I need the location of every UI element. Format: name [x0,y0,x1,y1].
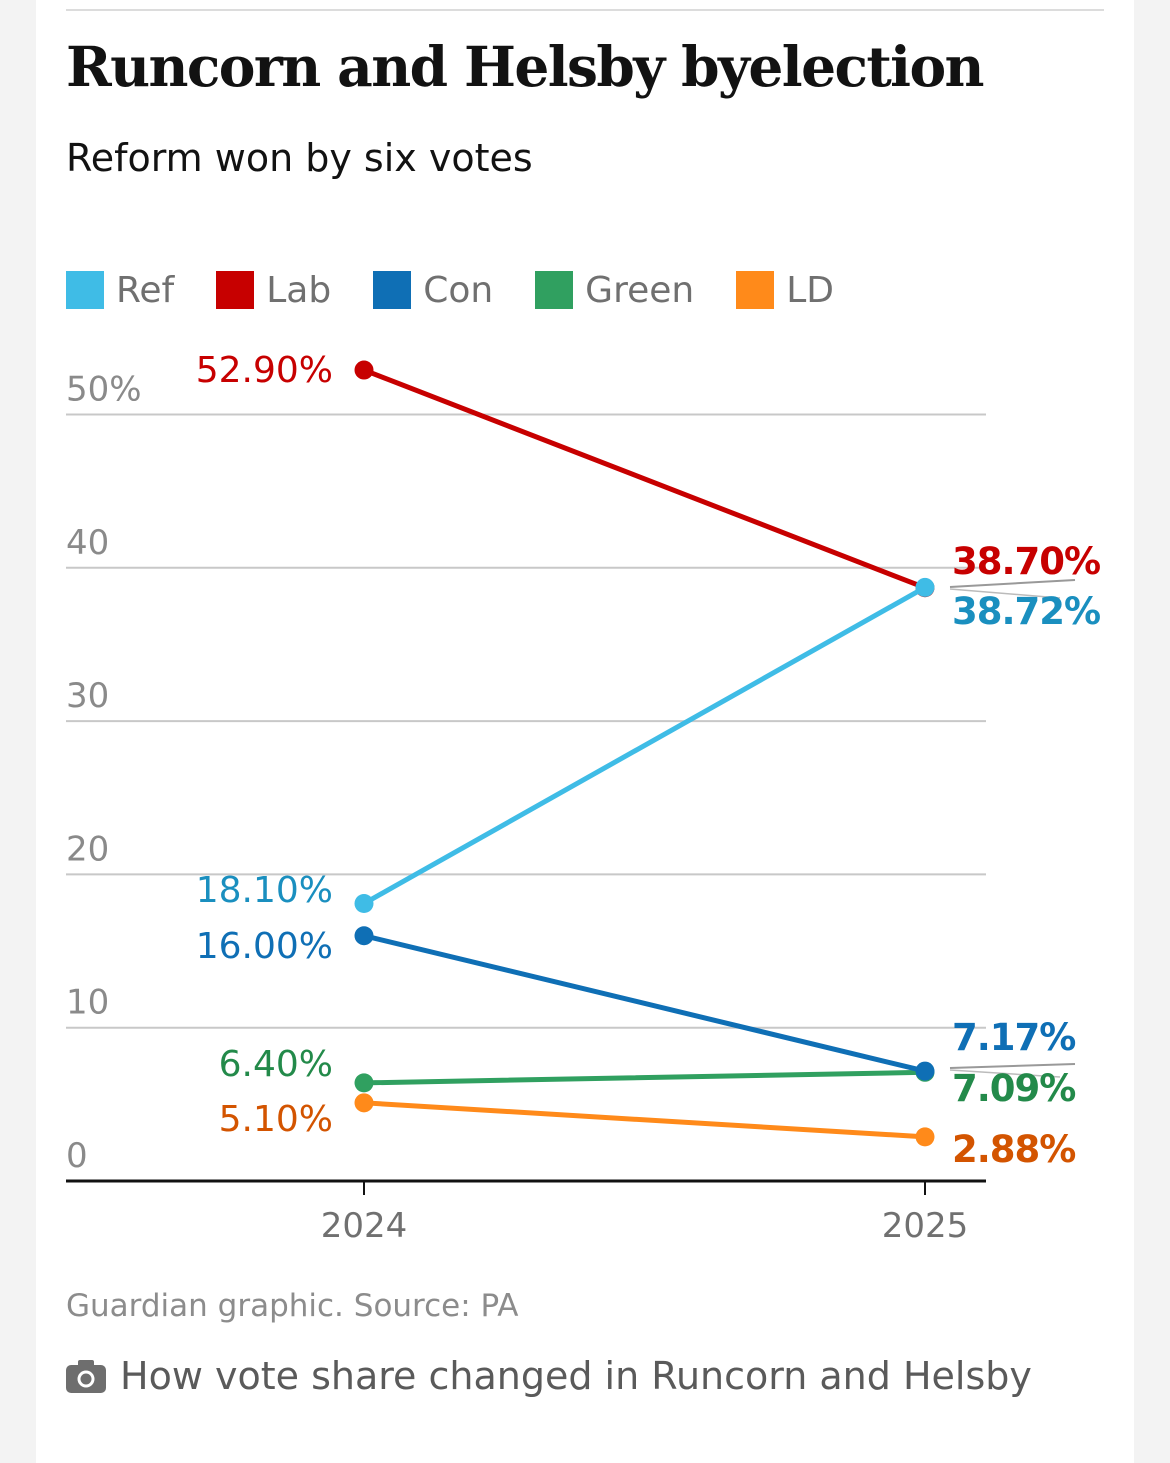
y-tick-label-30: 30 [66,676,109,716]
y-tick-label-40: 40 [66,523,109,563]
legend-swatch-ref [66,271,104,309]
data-label-con-2024: 16.00% [196,926,333,967]
data-label-green-2024: 6.40% [219,1044,333,1085]
chart-subtitle: Reform won by six votes [66,136,533,180]
image-caption: How vote share changed in Runcorn and He… [66,1354,1032,1398]
chart-card [36,0,1134,1463]
top-rule [66,9,1104,11]
y-tick-label-0: 0 [66,1136,88,1176]
data-label-con-2025: 7.17% [952,1016,1075,1059]
y-tick-label-20: 20 [66,829,109,869]
legend-label-con: Con [423,269,494,311]
data-label-ref-2025: 38.72% [952,590,1100,633]
data-point-con-2025 [915,1061,935,1081]
data-label-ld-2024: 5.10% [219,1099,333,1140]
caption-text: How vote share changed in Runcorn and He… [120,1354,1032,1398]
data-point-lab-2024 [354,360,374,380]
legend-swatch-lab [216,271,255,309]
data-label-lab-2025: 38.70% [952,540,1100,583]
legend: Ref Lab Con Green LD [66,268,876,312]
source-note: Guardian graphic. Source: PA [66,1288,519,1324]
x-tick-label-2024: 2024 [321,1206,408,1246]
legend-item-lab: Lab [216,270,331,311]
data-point-green-2024 [354,1073,374,1093]
data-label-green-2025: 7.09% [952,1067,1075,1110]
series-line-ld [361,1100,928,1140]
legend-label-lab: Lab [266,269,332,311]
label-connector-green-con [949,1069,1061,1078]
data-label-ref-2024: 18.10% [196,870,333,911]
series-line-con [361,933,928,1074]
y-tick-label-10: 10 [66,983,109,1023]
data-point-ld-2025 [915,1127,935,1147]
camera-icon [66,1360,106,1393]
legend-label-ld: LD [786,269,834,311]
data-label-ld-2025: 2.88% [952,1128,1075,1171]
series-line-green [361,1069,928,1086]
legend-swatch-green [535,271,574,309]
legend-item-con: Con [373,270,493,311]
legend-label-ref: Ref [116,269,175,311]
data-label-lab-2024: 52.90% [196,350,333,391]
data-point-ref-2025 [915,577,935,597]
legend-label-green: Green [585,269,695,311]
data-point-ld-2024 [354,1093,374,1113]
data-point-con-2024 [354,926,374,946]
series-line-ref [361,584,928,907]
chart-title: Runcorn and Helsby byelection [66,34,985,99]
label-connector-lab-ref [949,579,1076,588]
label-connector-ref-lab [949,588,1061,599]
legend-item-ld: LD [736,270,834,311]
series-line-lab [361,367,928,591]
legend-swatch-ld [736,271,775,309]
data-point-ref-2024 [354,894,374,914]
label-connector-con-green [949,1063,1076,1069]
x-tick-label-2025: 2025 [882,1206,969,1246]
legend-item-ref: Ref [66,270,174,311]
y-tick-label-50: 50% [66,370,142,410]
legend-swatch-con [373,271,412,309]
legend-item-green: Green [535,270,694,311]
